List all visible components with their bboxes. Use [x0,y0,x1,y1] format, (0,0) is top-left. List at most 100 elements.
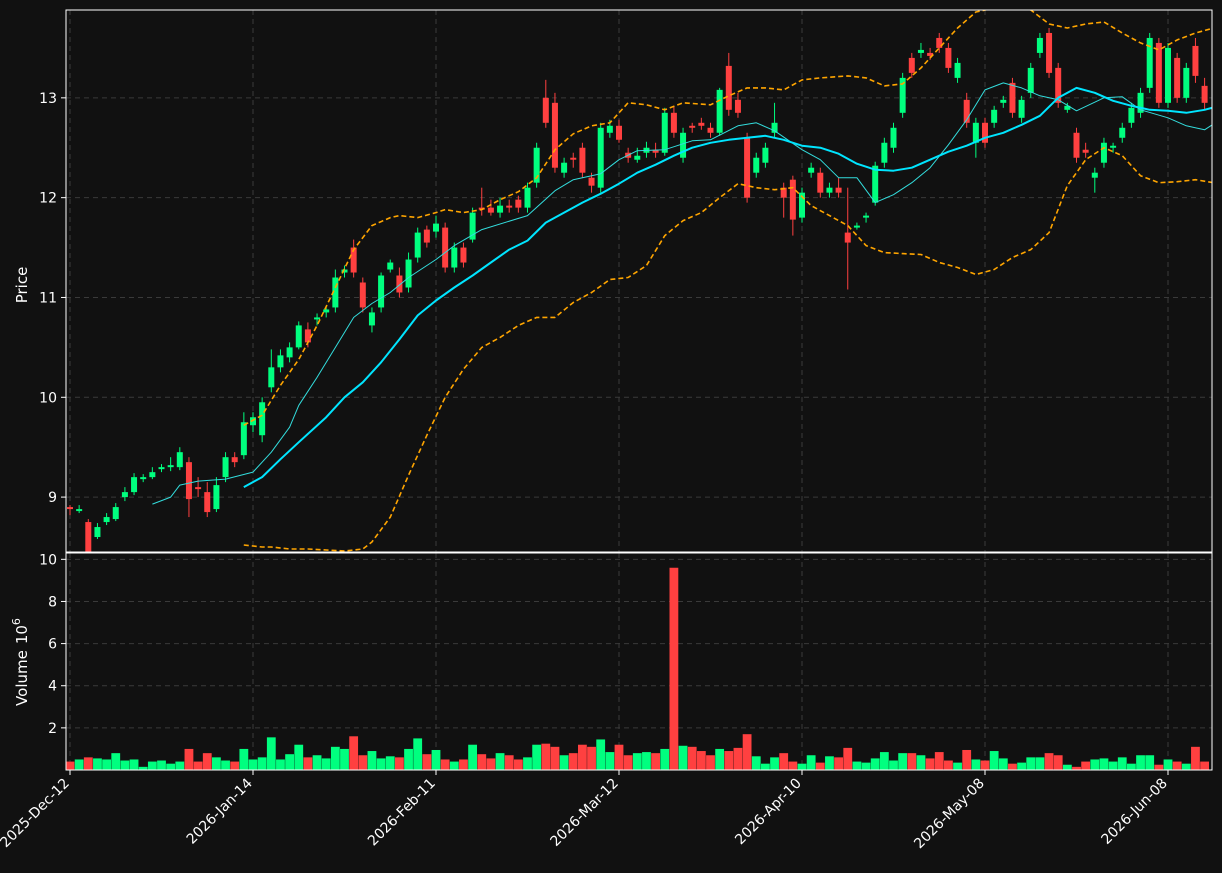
candle-body [323,309,330,313]
volume-bar [1081,761,1091,770]
candle-body [131,477,138,493]
candle-body [936,37,943,48]
candle-body [185,462,192,500]
volume-bar [157,760,166,770]
candle-body [1009,82,1016,113]
candle-body [533,147,540,183]
volume-bar [66,761,75,770]
volume-bar [431,749,441,770]
candle-body [442,227,449,268]
volume-bar [788,761,798,770]
candle-body [1137,92,1144,113]
volume-bar [578,744,587,770]
volume-bar [660,748,670,770]
volume-bar [230,761,240,770]
candle-body [863,215,870,218]
candle-body [250,417,256,426]
candle-body [725,65,732,110]
volume-bar [632,753,642,770]
volume-bar [687,746,697,770]
price-series-group [67,10,1212,552]
volume-bar [678,745,688,770]
candle-body [698,122,705,126]
volume-bar [1026,757,1036,770]
volume-bar [1099,758,1109,770]
volume-bar [971,759,981,770]
candle-body [405,259,412,288]
candle-body [1192,45,1199,76]
volume-bar [83,757,93,770]
volume-bar [504,755,514,770]
candle-body [286,347,293,358]
price-axis-label: Price [13,267,31,304]
volume-bar [93,758,102,770]
volume-bar [303,757,313,770]
volume-bar [559,755,569,770]
candle-body [734,99,741,113]
candle-body [1119,127,1126,138]
volume-bar [404,748,413,770]
candle-body [469,212,476,240]
volume-bar [706,755,715,770]
volume-bar [111,753,121,770]
candle-body [222,457,229,478]
candle-body [497,205,504,213]
volume-bar [642,752,651,770]
candle-body [872,165,879,203]
volume-bar [751,756,761,770]
volume-bar [907,753,917,770]
candle-body [149,472,156,478]
volume-bar [953,762,962,770]
volume-bar [605,752,615,770]
candle-body [899,77,906,113]
volume-bar [1163,759,1173,770]
candle-body [368,312,375,326]
volume-bar [184,748,194,770]
candle-body [844,232,851,243]
candle-body [991,109,998,123]
volume-bar [916,755,926,770]
candle-body [1036,37,1043,53]
candle-body [478,207,485,210]
candle-body [1201,85,1208,103]
volume-bar [797,763,807,770]
volume-bar [294,744,304,770]
volume-bar [1044,753,1054,770]
volume-bar [989,751,999,770]
volume-bar [1191,746,1200,770]
candle-body [295,325,302,348]
candle-body [808,167,815,173]
volume-bar [202,753,212,770]
volume-bar [944,760,953,770]
candle-body [982,122,988,143]
volume-bar [147,761,157,770]
volume-bar [340,748,349,770]
volume-bar [74,759,84,770]
price-tick-label: 9 [48,490,57,506]
volume-bar [523,757,532,770]
volume-exponent: 6 [10,618,23,625]
volume-bar [349,736,359,770]
volume-bar [1035,757,1045,770]
volume-bar [1090,759,1100,770]
volume-bar [779,753,789,770]
candle-body [231,457,238,463]
candle-body [826,187,833,193]
candle-body [945,47,952,68]
volume-bar [1062,764,1072,770]
volume-bar [1117,757,1127,770]
volume-bar [715,748,725,770]
volume-bar [422,754,432,770]
candle-body [487,207,494,213]
candle-body [1091,172,1098,178]
candle-body [570,157,577,160]
candle-body [103,517,110,523]
volume-bar [312,755,322,770]
candle-body [616,125,622,140]
candle-body [195,487,202,490]
candle-body [1018,99,1025,118]
candle-body [240,422,247,456]
candle-body [927,52,934,56]
volume-bar [1008,763,1017,770]
price-tick-label: 11 [39,290,57,306]
